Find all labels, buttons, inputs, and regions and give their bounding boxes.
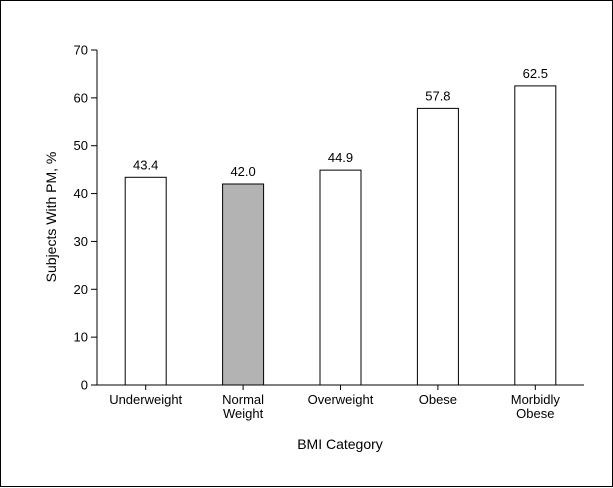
y-tick-label: 70 bbox=[74, 43, 88, 58]
y-axis-title: Subjects With PM, % bbox=[43, 152, 59, 283]
data-label: 43.4 bbox=[133, 157, 158, 172]
y-tick-label: 0 bbox=[81, 378, 88, 393]
bar bbox=[514, 85, 557, 386]
y-tick-label: 20 bbox=[74, 282, 88, 297]
bar bbox=[416, 107, 459, 386]
x-tick-label: Underweight bbox=[109, 392, 182, 407]
x-tick-label: Normal bbox=[222, 392, 264, 407]
y-tick-label: 10 bbox=[74, 330, 88, 345]
bar bbox=[222, 183, 265, 386]
x-tick-label: Obese bbox=[419, 392, 457, 407]
x-tick-label: Morbidly bbox=[511, 392, 561, 407]
data-label: 57.8 bbox=[425, 88, 450, 103]
bars: 43.4 42.0 44.9 57.8 62.5 bbox=[124, 66, 557, 386]
y-tick-label: 50 bbox=[74, 138, 88, 153]
x-axis-title: BMI Category bbox=[297, 436, 383, 452]
y-tick-label: 40 bbox=[74, 186, 88, 201]
y-tick-label: 60 bbox=[74, 90, 88, 105]
data-label: 44.9 bbox=[328, 150, 353, 165]
bar bbox=[124, 176, 167, 386]
data-label: 42.0 bbox=[230, 164, 255, 179]
x-tick-label: Obese bbox=[516, 406, 554, 421]
data-label: 62.5 bbox=[523, 66, 548, 81]
x-tick-label: Overweight bbox=[308, 392, 374, 407]
y-tick-label: 30 bbox=[74, 234, 88, 249]
bar bbox=[319, 169, 362, 386]
x-tick-label: Weight bbox=[223, 406, 264, 421]
